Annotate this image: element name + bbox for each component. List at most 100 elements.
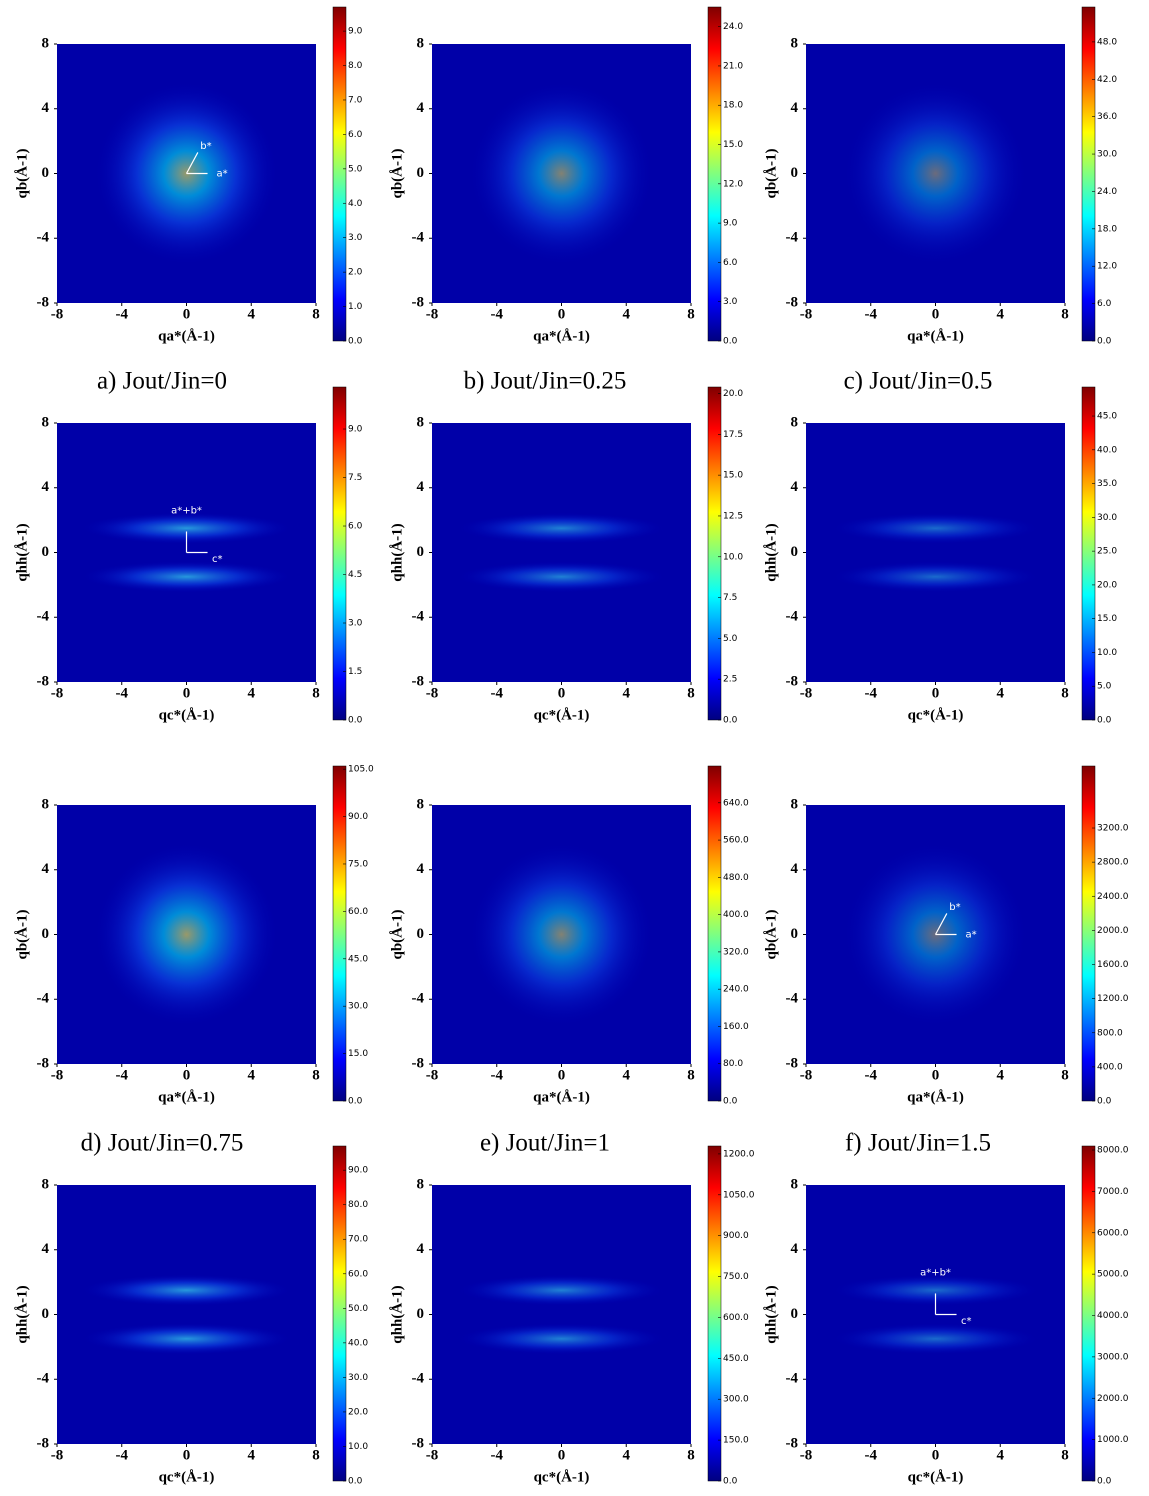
colorbar-tick-label: 70.0	[348, 1235, 368, 1245]
y-tick-label: -8	[37, 294, 50, 310]
colorbar-tick-label: 5.0	[348, 164, 363, 174]
intensity-texture	[95, 843, 278, 1026]
annotation: c*	[961, 1316, 972, 1327]
glow	[470, 82, 653, 265]
colorbar-tick-label: 9.0	[723, 219, 738, 229]
colorbar-tick-label: 160.0	[723, 1022, 749, 1032]
colorbar-tick-label: 2400.0	[1097, 892, 1129, 902]
colorbar-tick-label: 560.0	[723, 836, 749, 846]
x-tick-label: 8	[1061, 1447, 1069, 1463]
colorbar-tick-label: 9.0	[348, 425, 363, 435]
colorbar-tick-label: 10.0	[1097, 648, 1117, 658]
colorbar-tick-label: 20.0	[1097, 580, 1117, 590]
x-tick-label: -8	[51, 1447, 64, 1463]
glow	[82, 561, 291, 593]
annotation: a*	[966, 930, 977, 941]
annotation: b*	[200, 141, 211, 152]
x-axis-label: qa*(Å-1)	[533, 328, 590, 344]
colorbar-tick-label: 8.0	[348, 61, 363, 71]
y-tick-label: 0	[417, 165, 425, 181]
y-tick-label: -4	[786, 609, 799, 625]
x-tick-label: -4	[865, 1067, 878, 1083]
glow	[82, 1323, 291, 1355]
y-tick-label: 8	[417, 35, 425, 51]
annotation: b*	[949, 902, 960, 913]
colorbar-tick-label: 80.0	[723, 1059, 743, 1069]
colorbar-tick-label: 24.0	[723, 22, 743, 32]
colorbar-tick-label: 6.0	[348, 522, 363, 532]
x-tick-label: 4	[623, 306, 631, 322]
x-tick-label: 4	[623, 685, 631, 701]
y-tick-label: 4	[417, 861, 425, 877]
x-tick-label: 8	[687, 306, 695, 322]
x-axis-label: qa*(Å-1)	[907, 1089, 964, 1105]
colorbar-tick-label: 30.0	[348, 1373, 368, 1383]
colorbar-tick-label: 40.0	[348, 1338, 368, 1348]
colorbar-tick-label: 0.0	[723, 337, 738, 347]
y-tick-label: 0	[417, 1306, 425, 1322]
x-axis-label: qc*(Å-1)	[534, 707, 590, 723]
colorbar-tick-label: 400.0	[1097, 1062, 1123, 1072]
colorbar-tick-label: 60.0	[348, 907, 368, 917]
colorbar-tick-label: 7.5	[348, 473, 362, 483]
intensity-texture	[457, 1274, 666, 1355]
colorbar-tick-label: 25.0	[1097, 547, 1117, 557]
x-tick-label: -8	[426, 306, 439, 322]
colorbar-tick-label: 40.0	[1097, 445, 1117, 455]
y-tick-label: 8	[791, 796, 799, 812]
colorbar-tick-label: 12.5	[723, 511, 743, 521]
x-tick-label: -8	[800, 306, 813, 322]
glow	[831, 561, 1040, 593]
colorbar-tick-label: 1050.0	[723, 1190, 755, 1200]
y-tick-label: -8	[37, 673, 50, 689]
x-tick-label: -8	[51, 306, 64, 322]
colorbar-tick-label: 5.0	[723, 634, 738, 644]
x-tick-label: 8	[687, 1067, 695, 1083]
x-tick-label: -4	[865, 306, 878, 322]
x-axis-label: qa*(Å-1)	[907, 328, 964, 344]
colorbar-tick-label: 0.0	[348, 1097, 363, 1107]
glow	[457, 1323, 666, 1355]
y-tick-label: -8	[412, 1435, 425, 1451]
y-tick-label: 0	[42, 165, 50, 181]
glow	[95, 843, 278, 1026]
caption: e) Jout/Jin=1	[480, 1130, 610, 1157]
caption: a) Jout/Jin=0	[97, 368, 227, 395]
y-tick-label: 4	[417, 100, 425, 116]
colorbar-tick-label: 15.0	[348, 1049, 368, 1059]
colorbar-tick-label: 2.5	[723, 675, 737, 685]
y-tick-label: -4	[412, 609, 425, 625]
x-tick-label: -4	[116, 685, 129, 701]
colorbar-tick-label: 10.0	[723, 552, 743, 562]
colorbar-tick-label: 48.0	[1097, 37, 1117, 47]
y-axis-label: qhh(Å-1)	[389, 523, 405, 581]
x-tick-label: -4	[491, 685, 504, 701]
y-axis-label: qb(Å-1)	[14, 909, 30, 959]
colorbar-tick-label: 0.0	[723, 1097, 738, 1107]
glow	[82, 1274, 291, 1306]
x-tick-label: 4	[623, 1447, 631, 1463]
x-tick-label: 8	[312, 1067, 320, 1083]
y-tick-label: -4	[412, 1371, 425, 1387]
colorbar-tick-label: 2.0	[348, 268, 363, 278]
intensity-texture	[82, 512, 291, 593]
y-tick-label: 0	[417, 926, 425, 942]
y-axis-label: qb(Å-1)	[389, 148, 405, 198]
colorbar-tick-label: 2000.0	[1097, 1394, 1129, 1404]
colorbar-tick-label: 150.0	[723, 1436, 749, 1446]
y-tick-label: -4	[786, 991, 799, 1007]
colorbar-tick-label: 400.0	[723, 910, 749, 920]
y-tick-label: 0	[42, 926, 50, 942]
annotation: a*+b*	[920, 1267, 951, 1278]
y-axis-label: qb(Å-1)	[389, 909, 405, 959]
colorbar-tick-label: 2800.0	[1097, 858, 1129, 868]
annotation: c*	[212, 554, 223, 565]
colorbar-tick-label: 320.0	[723, 947, 749, 957]
colorbar-tick-label: 24.0	[1097, 187, 1117, 197]
colorbar-tick-label: 480.0	[723, 873, 749, 883]
colorbar-tick-label: 4000.0	[1097, 1311, 1129, 1321]
y-tick-label: 4	[42, 479, 50, 495]
x-tick-label: 4	[997, 685, 1005, 701]
y-tick-label: 0	[42, 544, 50, 560]
colorbar-tick-label: 750.0	[723, 1272, 749, 1282]
